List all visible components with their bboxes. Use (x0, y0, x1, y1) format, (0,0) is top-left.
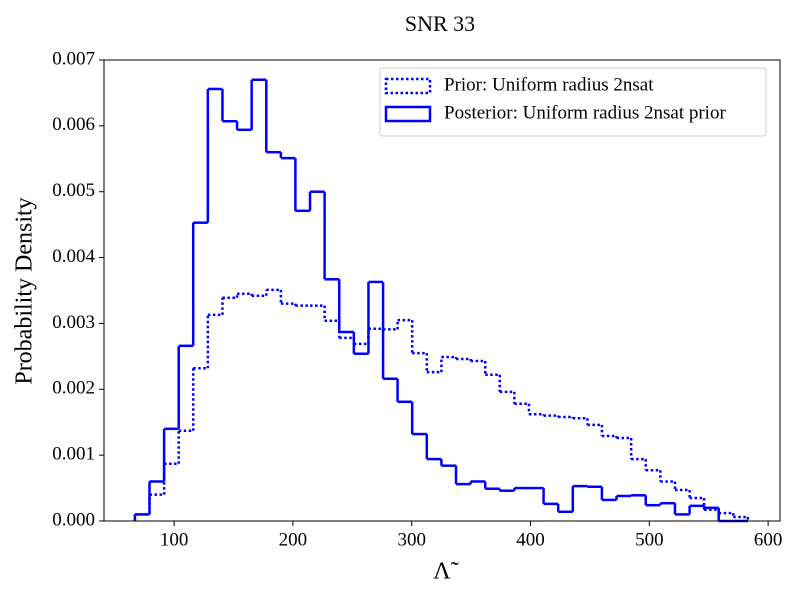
x-tick-label: 100 (160, 529, 189, 550)
legend-label: Prior: Uniform radius 2nsat (444, 74, 654, 95)
legend-swatch (384, 77, 432, 95)
legend-label: Posterior: Uniform radius 2nsat prior (444, 102, 726, 123)
x-tick-label: 400 (516, 529, 545, 550)
x-tick-label: 200 (279, 529, 308, 550)
plot-frame (103, 59, 781, 522)
legend-swatch (384, 105, 432, 123)
y-tick-label: 0.007 (52, 48, 95, 69)
y-axis-label: Probability Density (12, 197, 38, 384)
y-tick-label: 0.004 (52, 246, 95, 267)
y-tick-label: 0.005 (52, 180, 95, 201)
y-tick-label: 0.002 (52, 378, 95, 399)
x-tick-label: 300 (397, 529, 426, 550)
y-tick-label: 0.006 (52, 114, 95, 135)
chart-title: SNR 33 (405, 11, 475, 36)
x-tick-label: 600 (754, 529, 783, 550)
y-tick-label: 0.000 (52, 509, 95, 530)
series (133, 78, 748, 523)
y-tick-label: 0.001 (52, 444, 95, 465)
y-tick-label: 0.003 (52, 312, 95, 333)
x-tick-label: 500 (635, 529, 664, 550)
legend-box (379, 67, 767, 137)
